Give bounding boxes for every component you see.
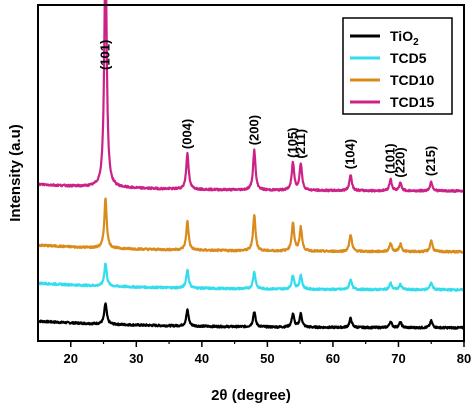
legend: TiO2 TCD5 TCD10 TCD15: [342, 17, 453, 115]
series-line-tcd15: [37, 0, 465, 193]
series-line-tcd5: [37, 262, 465, 292]
chart-traces: [37, 0, 465, 330]
legend-label-subscript: 2: [413, 37, 419, 48]
legend-label-main: TCD15: [390, 94, 435, 110]
x-tick-label: 40: [195, 351, 209, 366]
y-axis-title: Intensity (a.u): [7, 124, 24, 222]
legend-label-tio2: TiO2: [390, 28, 419, 48]
peak-label: (004): [179, 119, 194, 149]
peak-label: (211): [293, 129, 308, 159]
series-line-tcd10: [37, 197, 465, 254]
plot-frame: [37, 4, 465, 342]
legend-label-main: TiO: [390, 28, 413, 44]
x-tick-label: 30: [129, 351, 143, 366]
legend-label-tcd10: TCD10: [390, 72, 435, 88]
peak-labels: (101)(004) (200) (105)(211) (104) (101)(220)…: [98, 40, 439, 178]
peak-label: (215): [423, 146, 438, 176]
legend-label-tcd15: TCD15: [390, 94, 435, 110]
legend-label-main: TCD5: [390, 50, 427, 66]
peak-label: (101): [98, 40, 113, 70]
legend-label-main: TCD10: [390, 72, 435, 88]
series-line-tio2: [37, 302, 465, 330]
x-axis-ticks: 20 30 40 50 60 70 80: [64, 341, 471, 366]
x-tick-label: 50: [260, 351, 274, 366]
legend-box: [342, 17, 453, 115]
peak-label: (200): [246, 115, 261, 145]
x-axis-title: 2θ (degree): [211, 387, 291, 404]
peak-label: (101): [383, 143, 398, 173]
peak-label: (220): [392, 147, 407, 177]
peak-label: (104): [343, 139, 358, 169]
x-tick-label: 80: [457, 351, 471, 366]
x-tick-label: 60: [326, 351, 340, 366]
x-tick-label: 20: [64, 351, 78, 366]
legend-label-tcd5: TCD5: [390, 50, 427, 66]
peak-label: (105): [285, 127, 300, 157]
x-tick-label: 70: [391, 351, 405, 366]
